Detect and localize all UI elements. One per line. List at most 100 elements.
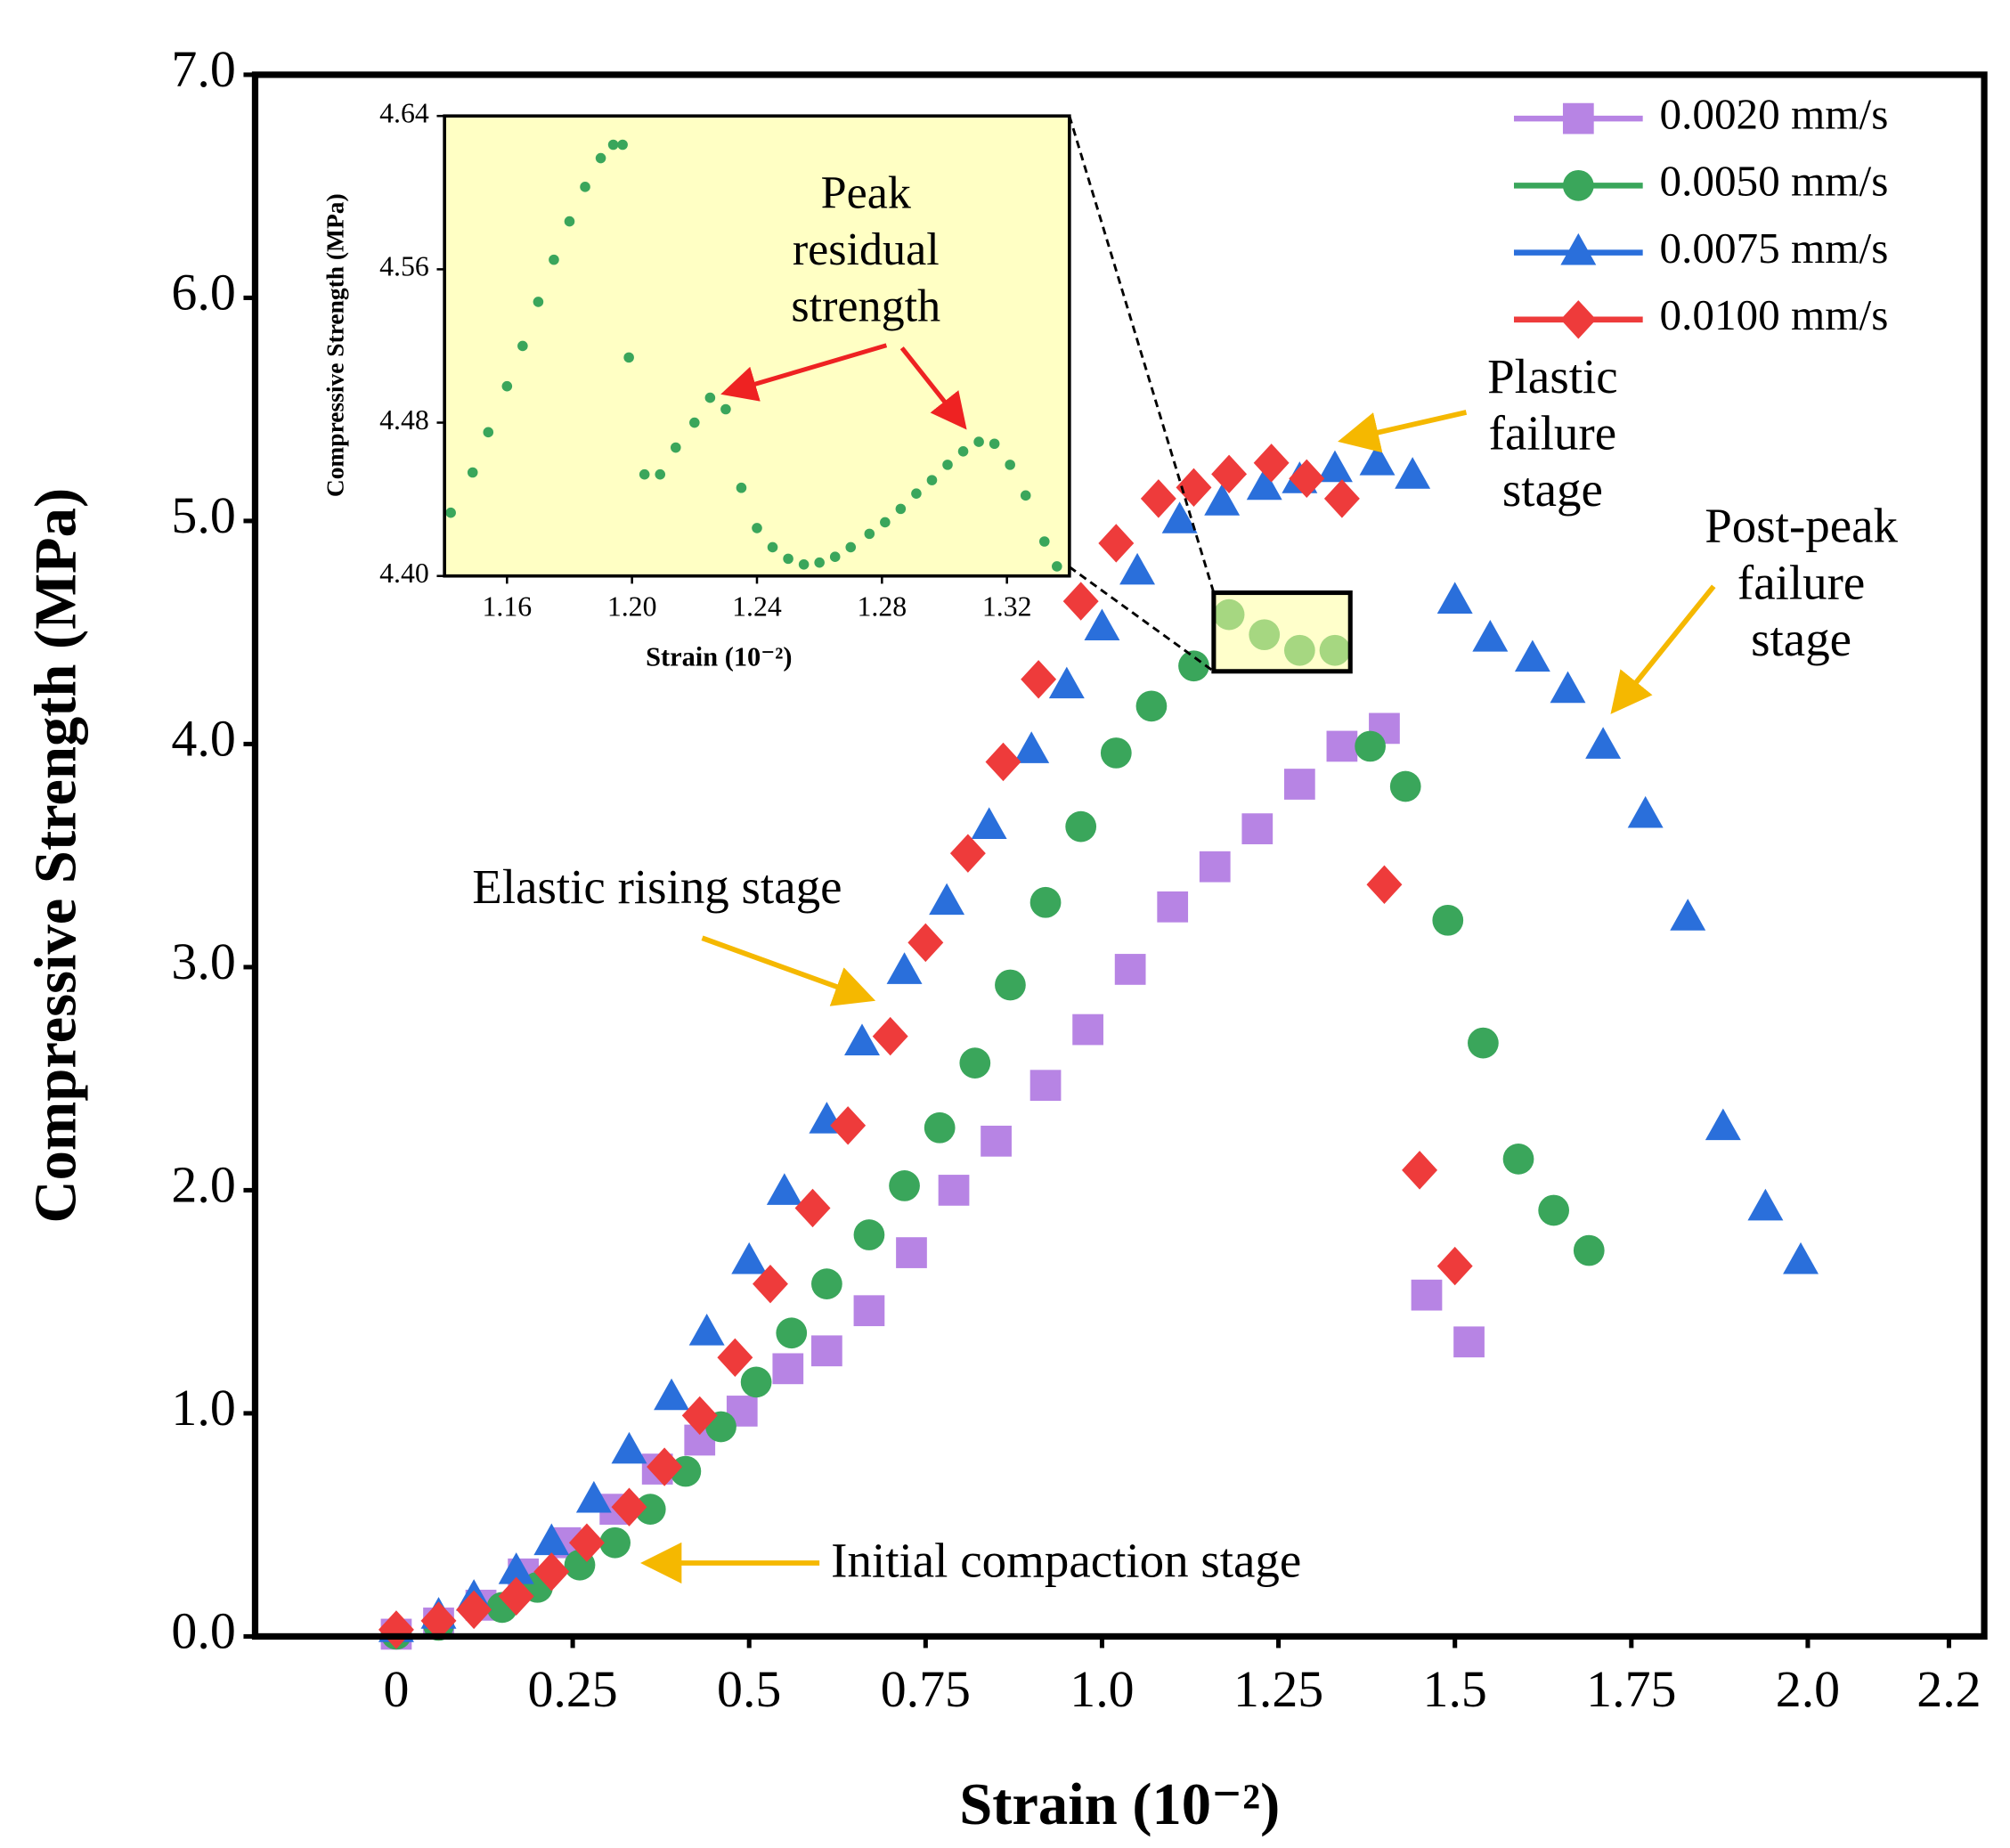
marker [617, 139, 628, 151]
plot-area [444, 116, 1070, 576]
marker [1747, 1188, 1784, 1221]
marker [501, 380, 513, 392]
marker [752, 523, 762, 533]
marker [717, 1338, 753, 1378]
arrow [899, 346, 967, 430]
marker [783, 553, 793, 565]
marker [736, 482, 747, 493]
y-tick-label: 5.0 [171, 486, 235, 544]
marker [1029, 886, 1062, 918]
marker [814, 557, 825, 568]
annotation: failure [1737, 555, 1865, 609]
inset-plot: 4.40 4.48 4.56 4.64 1.16 1.20 1.24 1.28 1.32 Stra… [321, 98, 1071, 672]
marker [1783, 1241, 1819, 1274]
plot-frame [251, 71, 1988, 1640]
marker [1178, 650, 1209, 682]
zoom-box [1211, 590, 1353, 674]
marker [1395, 457, 1431, 489]
y-tick-label: 4.0 [171, 710, 235, 768]
marker [634, 1494, 666, 1526]
arrow [1610, 584, 1716, 714]
x-tick-label: 1.16 [482, 590, 532, 622]
marker [1366, 865, 1403, 904]
y-tick-label: 1.0 [171, 1379, 235, 1437]
marker [549, 254, 559, 265]
inset-arrows [720, 343, 967, 430]
marker [929, 883, 965, 916]
marker [949, 834, 986, 873]
marker [445, 507, 456, 518]
marker [1072, 1014, 1103, 1046]
x-tick-label: 1.28 [857, 590, 907, 622]
y-tick-label: 4.48 [379, 404, 429, 436]
marker [1289, 459, 1325, 499]
annotation: failure [1489, 406, 1616, 460]
marker [853, 1219, 885, 1250]
marker [1359, 444, 1396, 476]
marker [575, 1480, 612, 1513]
marker [1065, 810, 1097, 843]
marker [1550, 671, 1586, 704]
x-tick-label: 0.75 [881, 1660, 971, 1718]
main-plot: 0.0 1.0 2.0 3.0 4.0 5.0 6.0 7.0 0 0.25 0.5 0.75 1.0 1… [24, 40, 1988, 1837]
marker [844, 1023, 880, 1055]
marker [595, 152, 606, 164]
marker [1514, 639, 1550, 672]
y-tick-label: 2.0 [171, 1156, 235, 1214]
y-tick-label: 6.0 [171, 264, 235, 322]
marker [889, 1170, 920, 1201]
arrow [1338, 410, 1468, 453]
annotation: Elastic rising stage [472, 859, 842, 914]
marker [533, 297, 544, 307]
marker [1562, 169, 1594, 201]
marker [607, 139, 619, 151]
marker [1411, 1279, 1443, 1311]
marker [720, 403, 731, 415]
marker [1241, 813, 1274, 844]
marker [776, 1317, 808, 1349]
marker [1114, 954, 1146, 985]
x-tick-label: 1.25 [1233, 1660, 1323, 1718]
marker [753, 1264, 788, 1304]
annotation-arrows [640, 115, 1716, 1584]
legend-label: 0.0100 mm/s [1659, 290, 1888, 339]
x-tick-label: 0.25 [527, 1660, 617, 1718]
marker [971, 807, 1007, 839]
annotation: Post-peak [1705, 499, 1898, 553]
marker [456, 1590, 492, 1630]
marker [1502, 1143, 1534, 1175]
annotation: Initial compaction stage [831, 1533, 1301, 1587]
x-axis-label: Strain (10⁻²) [646, 642, 792, 672]
marker [1161, 501, 1198, 533]
marker [483, 427, 494, 438]
arrow [701, 935, 876, 1006]
marker [1100, 737, 1132, 769]
x-tick-label: 0.5 [717, 1660, 781, 1718]
legend-label: 0.0050 mm/s [1659, 157, 1888, 206]
marker [1389, 770, 1421, 802]
marker [623, 352, 634, 363]
marker [1402, 1151, 1438, 1190]
marker [1157, 891, 1189, 923]
marker [853, 1295, 885, 1327]
y-tick-label: 7.0 [171, 40, 235, 98]
marker [1135, 690, 1168, 722]
x-tick-label: 0 [383, 1660, 409, 1718]
marker [938, 1175, 970, 1206]
marker [924, 1111, 956, 1144]
marker [564, 216, 575, 227]
marker [647, 1447, 683, 1486]
marker [767, 541, 778, 553]
marker [1538, 1194, 1570, 1226]
annotation: stage [1502, 462, 1603, 517]
marker [973, 436, 984, 447]
x-tick-label: 2.2 [1916, 1660, 1981, 1718]
y-tick-label: 4.40 [379, 558, 429, 589]
x-tick-label: 1.20 [607, 590, 657, 622]
marker [655, 468, 666, 480]
marker [1246, 468, 1282, 501]
x-tick-label: 1.75 [1586, 1660, 1676, 1718]
marker [420, 1601, 457, 1640]
marker [533, 1523, 570, 1556]
